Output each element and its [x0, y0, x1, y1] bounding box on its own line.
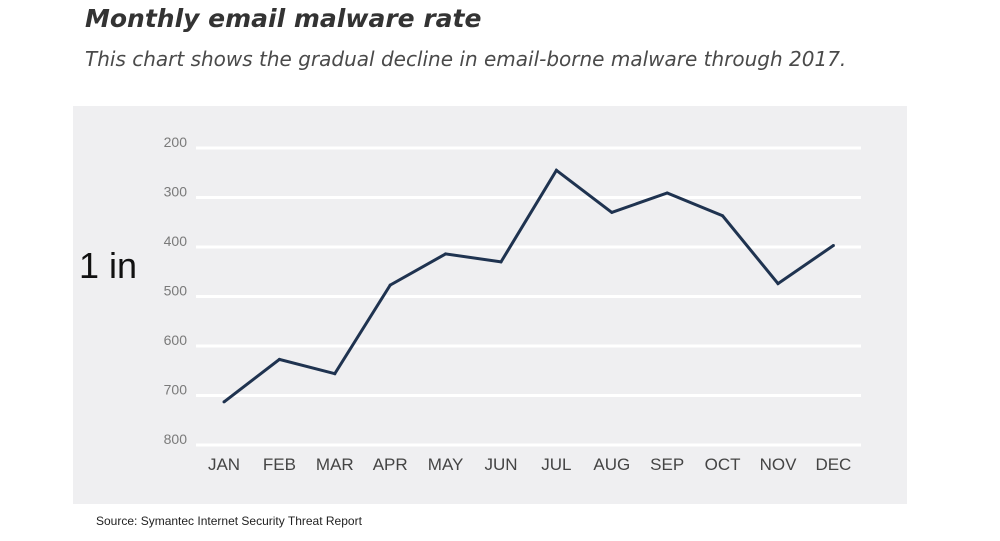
x-tick-label: SEP: [650, 455, 684, 474]
data-point-may: [444, 252, 448, 256]
x-tick-label: MAY: [428, 455, 464, 474]
x-tick-label: DEC: [815, 455, 851, 474]
data-point-feb: [277, 357, 281, 361]
data-point-dec: [831, 244, 835, 248]
y-tick-label: 300: [164, 184, 188, 200]
chart-subtitle: This chart shows the gradual decline in …: [85, 47, 847, 71]
data-point-sep: [665, 191, 669, 195]
data-point-jan: [222, 400, 226, 404]
x-tick-label: OCT: [705, 455, 741, 474]
series-line-0: [223, 168, 835, 404]
gridlines: [196, 146, 861, 447]
data-point-nov: [776, 282, 780, 286]
y-tick-label: 200: [164, 134, 188, 150]
data-point-aug: [610, 210, 614, 214]
chart-panel: [73, 106, 907, 504]
y-axis-label: 1 in: [79, 245, 138, 286]
y-tick-label: 800: [164, 431, 188, 447]
y-tick-label: 500: [164, 283, 188, 299]
y-tick-label: 600: [164, 332, 188, 348]
x-tick-label: NOV: [760, 455, 798, 474]
y-tick-label: 700: [164, 382, 188, 398]
chart-title: Monthly email malware rate: [85, 4, 482, 33]
x-tick-label: JAN: [208, 455, 240, 474]
data-point-mar: [333, 372, 337, 376]
source-note: Source: Symantec Internet Security Threa…: [96, 514, 362, 528]
x-tick-label: JUL: [541, 455, 571, 474]
x-tick-label: AUG: [593, 455, 630, 474]
x-tick-label: MAR: [316, 455, 354, 474]
x-tick-label: JUN: [484, 455, 517, 474]
y-tick-label: 400: [164, 233, 188, 249]
data-point-apr: [388, 283, 392, 287]
y-tick-labels: 200 300 400 500 600 700 800: [164, 134, 188, 447]
data-point-jun: [499, 260, 503, 264]
data-point-jul: [554, 168, 558, 172]
x-tick-labels: JAN FEB MAR APR MAY JUN JUL AUG SEP OCT NOV DEC: [208, 455, 851, 474]
x-tick-label: FEB: [263, 455, 296, 474]
data-point-oct: [721, 214, 725, 218]
series-line: [222, 168, 835, 404]
x-tick-label: APR: [373, 455, 408, 474]
